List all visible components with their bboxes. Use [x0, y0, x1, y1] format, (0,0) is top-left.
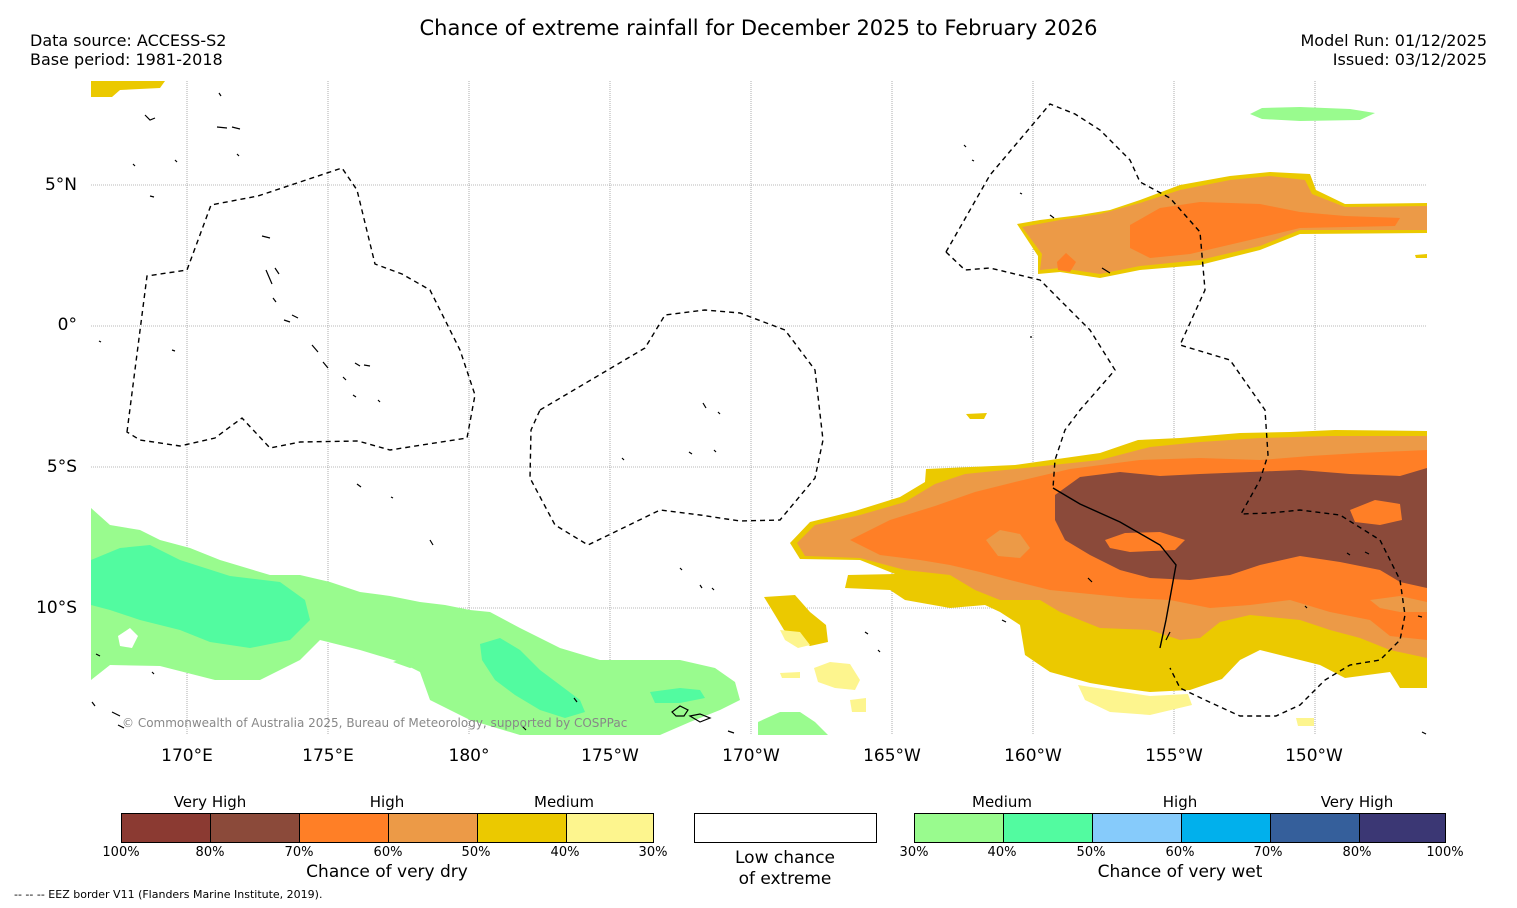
wet-colorbar [914, 813, 1446, 843]
lat-label-5s: 5°S [46, 457, 77, 477]
model-run: Model Run: 01/12/2025 [1300, 31, 1488, 50]
islands [91, 92, 1427, 735]
lon-label-175w: 175°W [581, 746, 639, 766]
base-period: Base period: 1981-2018 [30, 50, 223, 69]
map-title: Chance of extreme rainfall for December … [419, 16, 1098, 40]
wet-tick-60: 60% [1165, 845, 1195, 860]
wet-tick-40: 40% [987, 845, 1017, 860]
lat-label-10s: 10°S [36, 598, 77, 618]
dry-swatch-40-50 [478, 814, 567, 842]
low-chance-label-line2: of extreme [738, 869, 832, 889]
model-run-info: Model Run: 01/12/2025 Issued: 03/12/2025 [1301, 31, 1488, 69]
wet-legend-title: Chance of very wet [1097, 862, 1263, 882]
low-chance-swatch [694, 813, 877, 843]
low-chance-label-line1: Low chance [735, 848, 835, 868]
dry-category-medium: Medium [534, 793, 594, 811]
wet-tick-100: 100% [1426, 845, 1464, 860]
lon-label-150w: 150°W [1285, 746, 1343, 766]
dry-swatch-70-80 [211, 814, 300, 842]
lon-label-175e: 175°E [302, 746, 354, 766]
eez-borders [126, 103, 1406, 717]
wet-category-very-high: Very High [1320, 793, 1394, 811]
dry-tick-40: 40% [550, 845, 580, 860]
lon-label-170w: 170°W [722, 746, 780, 766]
dry-region-south [790, 430, 1427, 715]
rainfall-map[interactable] [91, 81, 1427, 735]
lat-label-0: 0° [57, 315, 77, 335]
lon-label-160w: 160°W [1004, 746, 1062, 766]
eez-border-note: -- -- -- EEZ border V11 (Flanders Marine… [14, 888, 323, 901]
wet-swatch-80-100 [1360, 814, 1445, 842]
dry-tick-80: 80% [195, 845, 225, 860]
wet-swatch-70-80 [1271, 814, 1360, 842]
wet-swatch-60-70 [1182, 814, 1271, 842]
dry-band-north [1017, 172, 1427, 278]
dry-medium-speck [966, 413, 987, 419]
wet-swatch-40-50 [1004, 814, 1093, 842]
map-panel[interactable] [91, 81, 1427, 735]
dry-tick-60: 60% [373, 845, 403, 860]
dry-category-very-high: Very High [173, 793, 247, 811]
wet-tick-50: 50% [1076, 845, 1106, 860]
wet-tick-30: 30% [899, 845, 929, 860]
dry-medium-region-nw [91, 81, 165, 97]
lon-label-155w: 155°W [1145, 746, 1203, 766]
dry-tick-100: 100% [102, 845, 140, 860]
wet-category-high: High [1162, 793, 1198, 811]
dry-category-high: High [369, 793, 405, 811]
dry-swatch-30-40 [567, 814, 653, 842]
lon-label-165w: 165°W [863, 746, 921, 766]
wet-medium-region-north [1250, 107, 1375, 121]
wet-band-southwest [91, 508, 828, 735]
dry-swatch-80-100 [122, 814, 211, 842]
lat-label-5n: 5°N [44, 175, 77, 195]
dry-patches-south-central [764, 595, 1314, 726]
data-source-info: Data source: ACCESS-S2 Base period: 1981… [30, 31, 226, 69]
copyright-notice: © Commonwealth of Australia 2025, Bureau… [122, 716, 628, 730]
lon-label-170e: 170°E [161, 746, 213, 766]
dry-tick-30: 30% [638, 845, 668, 860]
dry-legend-title: Chance of very dry [306, 862, 468, 882]
maritime-boundary-solid [1052, 487, 1177, 649]
data-source: Data source: ACCESS-S2 [30, 31, 227, 50]
wet-category-medium: Medium [972, 793, 1032, 811]
dry-tick-50: 50% [461, 845, 491, 860]
issued-date: Issued: 03/12/2025 [1332, 50, 1487, 69]
dry-colorbar [121, 813, 654, 843]
lon-label-180: 180° [448, 746, 490, 766]
dry-swatch-60-70 [300, 814, 389, 842]
dry-swatch-50-60 [389, 814, 478, 842]
wet-tick-70: 70% [1253, 845, 1283, 860]
wet-swatch-30-40 [915, 814, 1004, 842]
dry-tick-70: 70% [284, 845, 314, 860]
wet-tick-80: 80% [1342, 845, 1372, 860]
wet-swatch-50-60 [1093, 814, 1182, 842]
